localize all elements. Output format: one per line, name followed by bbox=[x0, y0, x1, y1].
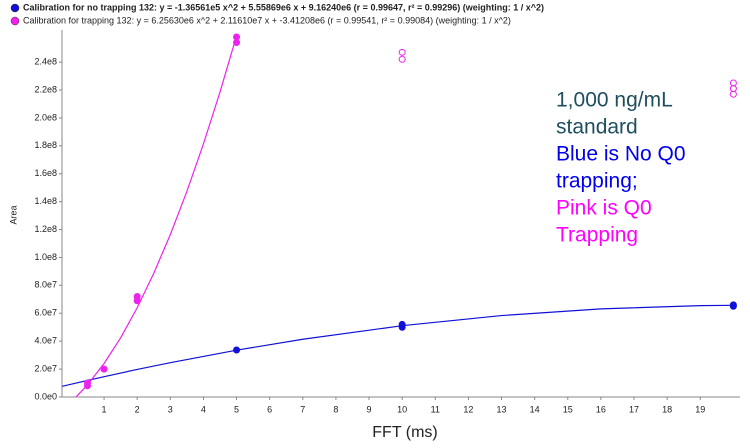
x-tick-label: 7 bbox=[300, 404, 305, 414]
excluded-point bbox=[398, 55, 406, 63]
x-tick-label: 5 bbox=[234, 404, 239, 414]
point bbox=[233, 346, 241, 354]
annotation: standard bbox=[556, 116, 638, 139]
x-tick-label: 3 bbox=[168, 404, 173, 414]
x-axis-label: FFT (ms) bbox=[372, 424, 437, 441]
legend-marker bbox=[10, 3, 20, 13]
fit-curve bbox=[62, 304, 734, 387]
point bbox=[84, 379, 92, 387]
x-tick-label: 2 bbox=[135, 404, 140, 414]
y-tick-label: 2.0e8 bbox=[34, 112, 57, 122]
y-tick-label: 2.2e8 bbox=[34, 84, 57, 94]
y-tick-label: 0.0e0 bbox=[34, 391, 57, 401]
x-tick-label: 18 bbox=[662, 404, 672, 414]
legend-marker bbox=[10, 16, 20, 26]
excluded-point bbox=[398, 48, 406, 56]
y-tick-label: 2.0e7 bbox=[34, 363, 57, 373]
x-tick-label: 10 bbox=[397, 404, 407, 414]
point bbox=[398, 320, 406, 328]
point bbox=[100, 365, 108, 373]
annotation: 1,000 ng/mL bbox=[556, 89, 673, 112]
annotation: Blue is No Q0 bbox=[556, 143, 686, 166]
annotation: Pink is Q0 bbox=[556, 197, 652, 220]
x-tick-label: 6 bbox=[267, 404, 272, 414]
y-tick-label: 4.0e7 bbox=[34, 336, 57, 346]
y-tick-label: 8.0e7 bbox=[34, 280, 57, 290]
annotation: Trapping bbox=[556, 224, 638, 247]
y-tick-label: 1.2e8 bbox=[34, 224, 57, 234]
y-tick-label: 6.0e7 bbox=[34, 308, 57, 318]
x-tick-label: 11 bbox=[431, 404, 440, 414]
x-tick-label: 1 bbox=[102, 404, 107, 414]
annotation: trapping; bbox=[556, 170, 638, 193]
y-tick-label: 1.4e8 bbox=[34, 196, 57, 206]
x-tick-label: 16 bbox=[596, 404, 606, 414]
x-tick-label: 17 bbox=[629, 404, 639, 414]
x-tick-label: 19 bbox=[695, 404, 705, 414]
y-tick-label: 1.8e8 bbox=[34, 140, 57, 150]
x-tick-label: 9 bbox=[367, 404, 372, 414]
y-axis-label: Area bbox=[8, 205, 18, 224]
y-tick-label: 2.4e8 bbox=[34, 56, 57, 66]
x-tick-label: 13 bbox=[497, 404, 507, 414]
excluded-point bbox=[729, 79, 737, 87]
point bbox=[729, 301, 737, 309]
point bbox=[233, 33, 241, 41]
legend-label: Calibration for trapping 132: y = 6.2563… bbox=[23, 15, 511, 25]
x-tick-label: 15 bbox=[563, 404, 573, 414]
x-tick-label: 8 bbox=[333, 404, 338, 414]
y-tick-label: 1.0e8 bbox=[34, 252, 57, 262]
x-tick-label: 12 bbox=[463, 404, 473, 414]
point bbox=[133, 293, 141, 301]
x-tick-label: 4 bbox=[201, 404, 206, 414]
x-tick-label: 14 bbox=[530, 404, 540, 414]
fit-curve bbox=[75, 35, 238, 397]
legend-label: Calibration for no trapping 132: y = -1.… bbox=[23, 2, 544, 12]
y-tick-label: 1.6e8 bbox=[34, 168, 57, 178]
